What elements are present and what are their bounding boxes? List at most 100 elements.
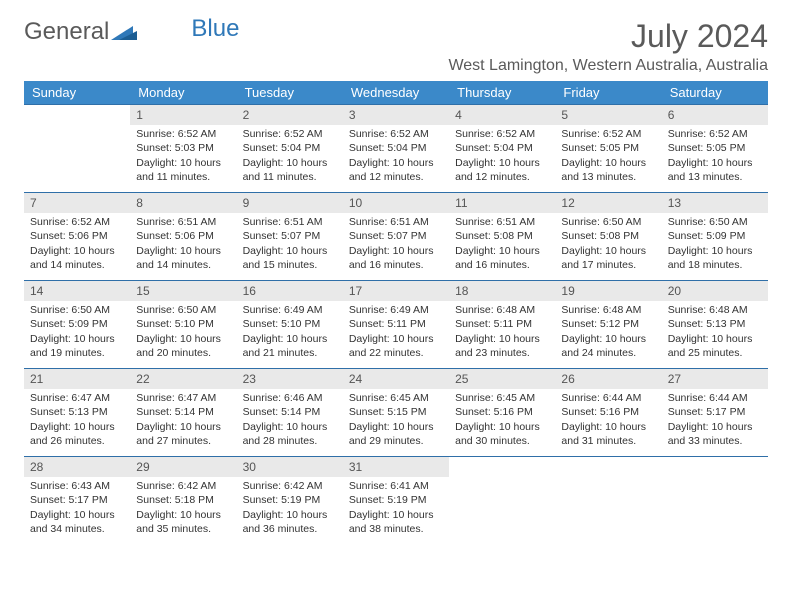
sunset-text: Sunset: 5:09 PM (668, 229, 762, 243)
day-data: Sunrise: 6:51 AMSunset: 5:08 PMDaylight:… (449, 213, 555, 278)
sunrise-text: Sunrise: 6:51 AM (455, 215, 549, 229)
sunrise-text: Sunrise: 6:43 AM (30, 479, 124, 493)
day-data: Sunrise: 6:44 AMSunset: 5:16 PMDaylight:… (555, 389, 661, 454)
sunrise-text: Sunrise: 6:51 AM (243, 215, 337, 229)
title-block: July 2024 West Lamington, Western Austra… (448, 18, 768, 75)
day-data: Sunrise: 6:48 AMSunset: 5:11 PMDaylight:… (449, 301, 555, 366)
sunset-text: Sunset: 5:17 PM (30, 493, 124, 507)
sunset-text: Sunset: 5:04 PM (243, 141, 337, 155)
header: General Blue July 2024 West Lamington, W… (24, 18, 768, 75)
day-data: Sunrise: 6:52 AMSunset: 5:05 PMDaylight:… (662, 125, 768, 190)
daylight-text: Daylight: 10 hours and 30 minutes. (455, 420, 549, 448)
day-number: 19 (555, 281, 661, 301)
sunset-text: Sunset: 5:13 PM (668, 317, 762, 331)
calendar-cell: 22Sunrise: 6:47 AMSunset: 5:14 PMDayligh… (130, 369, 236, 457)
day-number: 25 (449, 369, 555, 389)
day-data: Sunrise: 6:47 AMSunset: 5:14 PMDaylight:… (130, 389, 236, 454)
sunrise-text: Sunrise: 6:45 AM (455, 391, 549, 405)
calendar-cell: 21Sunrise: 6:47 AMSunset: 5:13 PMDayligh… (24, 369, 130, 457)
sunrise-text: Sunrise: 6:52 AM (668, 127, 762, 141)
sunrise-text: Sunrise: 6:42 AM (136, 479, 230, 493)
calendar-cell: 26Sunrise: 6:44 AMSunset: 5:16 PMDayligh… (555, 369, 661, 457)
day-number: 29 (130, 457, 236, 477)
sunrise-text: Sunrise: 6:52 AM (30, 215, 124, 229)
calendar-cell: 17Sunrise: 6:49 AMSunset: 5:11 PMDayligh… (343, 281, 449, 369)
daylight-text: Daylight: 10 hours and 29 minutes. (349, 420, 443, 448)
daylight-text: Daylight: 10 hours and 21 minutes. (243, 332, 337, 360)
sunrise-text: Sunrise: 6:52 AM (136, 127, 230, 141)
daylight-text: Daylight: 10 hours and 25 minutes. (668, 332, 762, 360)
sunset-text: Sunset: 5:17 PM (668, 405, 762, 419)
day-data: Sunrise: 6:50 AMSunset: 5:09 PMDaylight:… (662, 213, 768, 278)
day-number: 12 (555, 193, 661, 213)
calendar-cell: 27Sunrise: 6:44 AMSunset: 5:17 PMDayligh… (662, 369, 768, 457)
sunset-text: Sunset: 5:04 PM (349, 141, 443, 155)
daylight-text: Daylight: 10 hours and 33 minutes. (668, 420, 762, 448)
sunset-text: Sunset: 5:11 PM (349, 317, 443, 331)
sunrise-text: Sunrise: 6:50 AM (30, 303, 124, 317)
calendar-cell (449, 457, 555, 545)
calendar-week: 7Sunrise: 6:52 AMSunset: 5:06 PMDaylight… (24, 193, 768, 281)
calendar-week: 1Sunrise: 6:52 AMSunset: 5:03 PMDaylight… (24, 105, 768, 193)
calendar-cell: 5Sunrise: 6:52 AMSunset: 5:05 PMDaylight… (555, 105, 661, 193)
sunset-text: Sunset: 5:06 PM (30, 229, 124, 243)
day-number: 23 (237, 369, 343, 389)
day-number: 22 (130, 369, 236, 389)
sunrise-text: Sunrise: 6:49 AM (349, 303, 443, 317)
daylight-text: Daylight: 10 hours and 11 minutes. (243, 156, 337, 184)
day-number: 16 (237, 281, 343, 301)
day-data: Sunrise: 6:52 AMSunset: 5:03 PMDaylight:… (130, 125, 236, 190)
calendar-cell: 25Sunrise: 6:45 AMSunset: 5:16 PMDayligh… (449, 369, 555, 457)
daylight-text: Daylight: 10 hours and 34 minutes. (30, 508, 124, 536)
calendar-cell (662, 457, 768, 545)
sunrise-text: Sunrise: 6:52 AM (349, 127, 443, 141)
day-number: 28 (24, 457, 130, 477)
daylight-text: Daylight: 10 hours and 28 minutes. (243, 420, 337, 448)
day-number: 6 (662, 105, 768, 125)
sunrise-text: Sunrise: 6:44 AM (561, 391, 655, 405)
day-number: 26 (555, 369, 661, 389)
calendar-cell: 14Sunrise: 6:50 AMSunset: 5:09 PMDayligh… (24, 281, 130, 369)
day-header: Wednesday (343, 81, 449, 105)
logo-icon (111, 22, 137, 42)
day-header: Saturday (662, 81, 768, 105)
sunset-text: Sunset: 5:13 PM (30, 405, 124, 419)
sunset-text: Sunset: 5:14 PM (136, 405, 230, 419)
calendar-cell: 1Sunrise: 6:52 AMSunset: 5:03 PMDaylight… (130, 105, 236, 193)
logo-text-2: Blue (191, 15, 239, 43)
sunset-text: Sunset: 5:14 PM (243, 405, 337, 419)
sunrise-text: Sunrise: 6:52 AM (455, 127, 549, 141)
sunrise-text: Sunrise: 6:42 AM (243, 479, 337, 493)
day-data: Sunrise: 6:51 AMSunset: 5:07 PMDaylight:… (237, 213, 343, 278)
sunrise-text: Sunrise: 6:50 AM (136, 303, 230, 317)
sunset-text: Sunset: 5:12 PM (561, 317, 655, 331)
day-number: 20 (662, 281, 768, 301)
day-header: Friday (555, 81, 661, 105)
day-number: 31 (343, 457, 449, 477)
day-data: Sunrise: 6:52 AMSunset: 5:04 PMDaylight:… (343, 125, 449, 190)
calendar-cell: 10Sunrise: 6:51 AMSunset: 5:07 PMDayligh… (343, 193, 449, 281)
calendar-cell: 30Sunrise: 6:42 AMSunset: 5:19 PMDayligh… (237, 457, 343, 545)
daylight-text: Daylight: 10 hours and 15 minutes. (243, 244, 337, 272)
calendar-table: Sunday Monday Tuesday Wednesday Thursday… (24, 81, 768, 545)
sunset-text: Sunset: 5:07 PM (349, 229, 443, 243)
sunrise-text: Sunrise: 6:48 AM (561, 303, 655, 317)
day-number: 17 (343, 281, 449, 301)
day-data: Sunrise: 6:45 AMSunset: 5:15 PMDaylight:… (343, 389, 449, 454)
sunset-text: Sunset: 5:09 PM (30, 317, 124, 331)
calendar-cell: 9Sunrise: 6:51 AMSunset: 5:07 PMDaylight… (237, 193, 343, 281)
day-number: 8 (130, 193, 236, 213)
calendar-cell: 6Sunrise: 6:52 AMSunset: 5:05 PMDaylight… (662, 105, 768, 193)
sunset-text: Sunset: 5:19 PM (243, 493, 337, 507)
calendar-cell: 8Sunrise: 6:51 AMSunset: 5:06 PMDaylight… (130, 193, 236, 281)
daylight-text: Daylight: 10 hours and 38 minutes. (349, 508, 443, 536)
daylight-text: Daylight: 10 hours and 36 minutes. (243, 508, 337, 536)
calendar-cell: 4Sunrise: 6:52 AMSunset: 5:04 PMDaylight… (449, 105, 555, 193)
day-data: Sunrise: 6:51 AMSunset: 5:06 PMDaylight:… (130, 213, 236, 278)
day-header: Monday (130, 81, 236, 105)
daylight-text: Daylight: 10 hours and 17 minutes. (561, 244, 655, 272)
calendar-cell: 15Sunrise: 6:50 AMSunset: 5:10 PMDayligh… (130, 281, 236, 369)
daylight-text: Daylight: 10 hours and 16 minutes. (455, 244, 549, 272)
day-number: 5 (555, 105, 661, 125)
sunset-text: Sunset: 5:16 PM (561, 405, 655, 419)
